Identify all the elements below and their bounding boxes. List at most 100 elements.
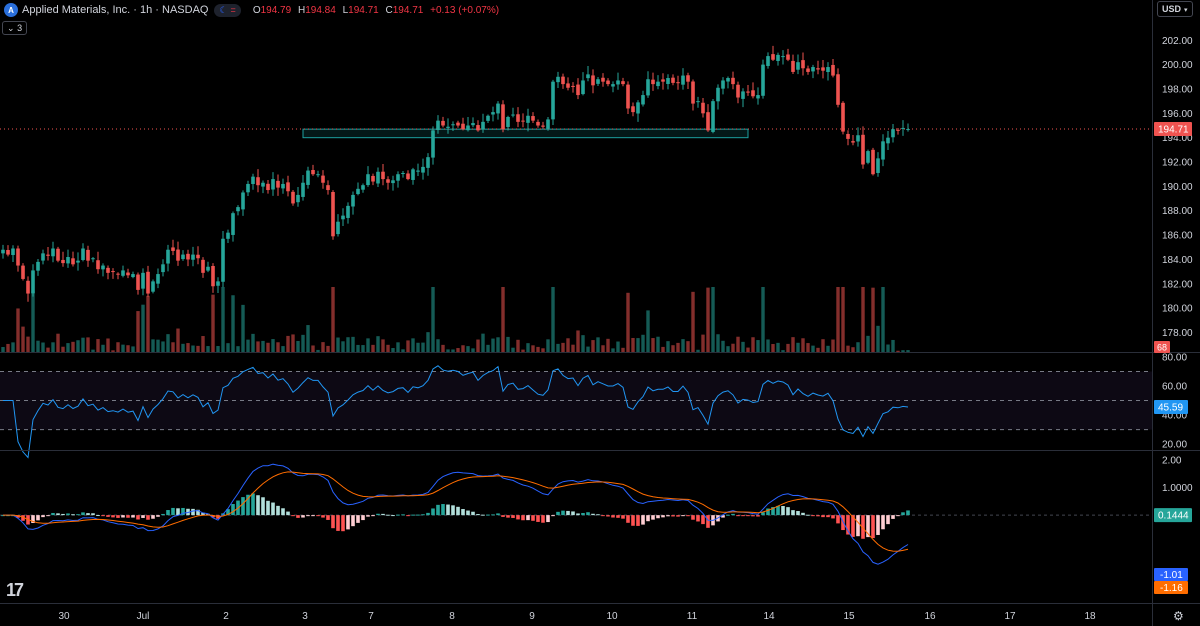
- candle-body: [51, 248, 55, 257]
- macd-histogram-bar: [486, 514, 490, 516]
- volume-bar: [546, 339, 550, 352]
- time-tick-label: 30: [58, 611, 70, 622]
- rsi-tick-label: 60.00: [1162, 382, 1187, 393]
- time-scale[interactable]: 30 Jul 2 3 7 8 9 10 11 14 15 16 17 18: [58, 611, 1096, 622]
- candle-body: [186, 253, 190, 260]
- symbol-title[interactable]: Applied Materials, Inc. · 1h · NASDAQ: [22, 4, 209, 16]
- candle-body: [741, 91, 745, 99]
- indicators-collapse-button[interactable]: ⌄ 3: [2, 21, 28, 35]
- candle-body: [831, 64, 835, 76]
- candle-body: [846, 133, 850, 139]
- price-tick-label: 178.00: [1162, 328, 1193, 339]
- volume-bar: [476, 339, 480, 352]
- macd-histogram-bar: [606, 515, 610, 517]
- volume-bar: [181, 343, 185, 352]
- candle-body: [61, 259, 65, 264]
- candle-body: [481, 121, 485, 130]
- candle-body: [176, 249, 180, 261]
- macd-histogram-bar: [831, 515, 835, 519]
- volume-bar: [466, 346, 470, 352]
- volume-tag: [1154, 341, 1170, 353]
- volume-bar: [636, 338, 640, 352]
- volume-bar: [801, 338, 805, 352]
- time-tick-label: 2: [223, 611, 229, 622]
- candle-body: [561, 76, 565, 85]
- volume-bar: [796, 342, 800, 352]
- candle-body: [366, 174, 370, 186]
- candle-body: [216, 281, 220, 286]
- volume-bar: [406, 340, 410, 352]
- volume-bar: [416, 342, 420, 352]
- macd-histogram-bar: [856, 515, 860, 537]
- candle-body: [76, 260, 80, 263]
- macd-histogram-bar: [291, 515, 295, 517]
- macd-histogram-bar: [201, 512, 205, 516]
- volume-bar: [526, 343, 530, 352]
- volume-bar: [66, 343, 70, 352]
- price-tick-label: 180.00: [1162, 304, 1193, 315]
- candle-body: [356, 188, 360, 195]
- macd-histogram-bar: [721, 515, 725, 518]
- rsi-pane[interactable]: [0, 365, 1152, 459]
- tradingview-logo-icon[interactable]: 17: [6, 580, 24, 600]
- volume-bar: [626, 292, 630, 352]
- moon-icon: ☾: [219, 4, 228, 15]
- macd-histogram-bar: [91, 513, 95, 516]
- price-tick-label: 182.00: [1162, 279, 1193, 290]
- volume-bar: [231, 295, 235, 352]
- volume-bar: [286, 335, 290, 352]
- candle-body: [421, 166, 425, 173]
- currency-select[interactable]: USD ▾: [1157, 1, 1193, 17]
- macd-pane[interactable]: [0, 463, 1152, 565]
- macd-histogram-bar: [596, 514, 600, 516]
- candle-body: [726, 78, 730, 82]
- candle-body: [751, 90, 755, 97]
- volume-bar: [896, 350, 900, 352]
- candle-body: [416, 170, 420, 172]
- candle-body: [841, 102, 845, 132]
- macd-histogram-bar: [726, 514, 730, 516]
- macd-histogram-bar: [561, 510, 565, 516]
- price-pane[interactable]: [0, 45, 1152, 352]
- candle-body: [336, 221, 340, 235]
- volume-bar: [576, 330, 580, 352]
- gear-icon[interactable]: ⚙: [1173, 609, 1184, 623]
- macd-histogram-bar: [36, 515, 40, 521]
- time-tick-label: 9: [529, 611, 535, 622]
- macd-histogram-bar: [491, 514, 495, 516]
- candle-body: [476, 125, 480, 131]
- last-price-label: 194.71: [1158, 125, 1189, 136]
- candle-body: [721, 80, 725, 89]
- macd-histogram-bar: [701, 515, 705, 525]
- volume-bar: [471, 348, 475, 352]
- candle-body: [326, 185, 330, 191]
- macd-histogram-bar: [6, 515, 10, 517]
- macd-histogram-bar: [851, 515, 855, 537]
- macd-histogram-bar: [301, 515, 305, 518]
- volume-bar: [326, 345, 330, 352]
- candle-body: [776, 54, 780, 61]
- candle-body: [266, 183, 270, 191]
- macd-histogram-bar: [116, 515, 120, 518]
- volume-bar: [686, 341, 690, 352]
- rsi-line: [3, 365, 909, 459]
- macd-histogram-bar: [61, 513, 65, 516]
- candle-body: [351, 194, 355, 207]
- signal-line: [3, 471, 909, 552]
- volume-bar: [721, 340, 725, 352]
- candle-body: [731, 77, 735, 85]
- candle-body: [886, 137, 890, 144]
- volume-bar: [346, 337, 350, 352]
- chevron-down-icon: ▾: [1184, 7, 1188, 14]
- candle-body: [331, 191, 335, 237]
- price-tick-label: 186.00: [1162, 231, 1193, 242]
- candle-body: [466, 125, 470, 131]
- volume-bar: [551, 287, 555, 352]
- macd-histogram-bar: [191, 508, 195, 516]
- volume-bar: [906, 350, 910, 352]
- session-indicator[interactable]: ☾ =: [214, 3, 241, 17]
- macd-histogram-bar: [541, 515, 545, 523]
- rsi-tick-label: 40.00: [1162, 411, 1187, 422]
